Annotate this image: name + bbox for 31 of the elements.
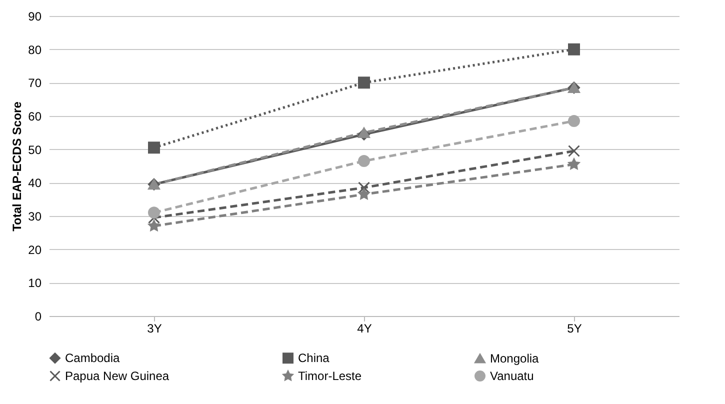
legend-label: China — [298, 351, 330, 366]
point — [358, 127, 370, 138]
x-tick-label: 4Y — [357, 322, 372, 336]
point — [358, 188, 370, 200]
point — [148, 142, 160, 154]
point — [358, 76, 370, 89]
point — [568, 145, 580, 157]
legend-label: Mongolia — [490, 351, 540, 366]
point — [568, 43, 580, 56]
y-tick-label: 80 — [28, 42, 42, 57]
legend-label: Papua New Guinea — [65, 369, 170, 383]
y-tick-label: 30 — [28, 210, 42, 224]
legend-label: Cambodia — [65, 351, 120, 366]
legend-label: Vanuatu — [490, 369, 534, 383]
x-tick-label: 5Y — [567, 322, 582, 336]
point — [148, 206, 160, 219]
y-tick-label: 10 — [28, 276, 42, 290]
point — [358, 155, 370, 167]
y-tick-label: 40 — [28, 176, 42, 190]
y-axis-title: Total EAP-ECDS Score — [10, 101, 24, 232]
y-tick-label: 0 — [34, 310, 42, 324]
y-tick-label: 90 — [28, 10, 42, 24]
y-tick-label: 20 — [28, 242, 42, 257]
x-tick-label: 3Y — [147, 322, 162, 336]
point — [568, 115, 580, 127]
y-tick-label: 50 — [28, 142, 42, 157]
point — [568, 158, 580, 170]
y-tick-label: 70 — [28, 76, 42, 90]
legend-label: Timor-Leste — [298, 369, 362, 383]
y-tick-label: 60 — [28, 110, 42, 124]
point — [148, 220, 160, 231]
